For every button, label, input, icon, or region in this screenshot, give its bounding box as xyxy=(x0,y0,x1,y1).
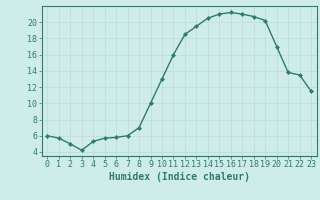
X-axis label: Humidex (Indice chaleur): Humidex (Indice chaleur) xyxy=(109,172,250,182)
